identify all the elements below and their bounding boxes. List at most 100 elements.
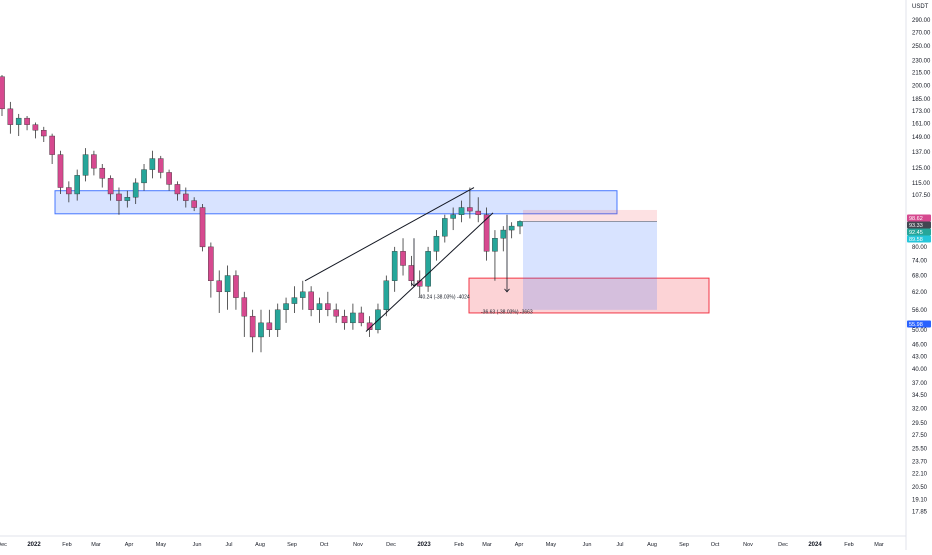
candle-body [233, 275, 239, 298]
candle [442, 214, 448, 243]
candle [517, 220, 523, 235]
candle [333, 303, 339, 323]
candle [57, 150, 64, 194]
x-tick-label: Jun [193, 542, 202, 548]
candle [249, 309, 256, 353]
candle [258, 309, 264, 353]
x-tick-label: Sep [287, 542, 297, 548]
price-badge-label: 98.62 [909, 216, 923, 222]
x-tick-label: Dec [386, 542, 396, 548]
candle-body [174, 184, 181, 195]
candle [266, 309, 273, 337]
y-tick-label: 17.85 [912, 509, 928, 515]
candle [32, 122, 39, 139]
candle [116, 187, 122, 215]
candle-body [157, 158, 164, 173]
candle-body [91, 154, 97, 169]
candle-body [283, 303, 289, 310]
price-axis: USDT 290.00 270.00 250.00 230.00 215.00 200.00… [905, 0, 931, 550]
time-axis: Dec 2022 Feb Mar Apr May Jun Jul Aug Sep Oct Nov Dec… [0, 535, 906, 548]
candle [149, 150, 156, 179]
price-badge-label: 55.98 [909, 322, 923, 328]
candle [383, 275, 390, 317]
candle-body [316, 303, 323, 310]
candle [425, 246, 431, 292]
price-badge: 93.33 [907, 221, 931, 229]
measure-arrowhead [504, 288, 510, 293]
currency-label: USDT [912, 4, 929, 10]
candle [174, 181, 181, 201]
y-tick-label: 107.50 [912, 193, 931, 199]
y-tick-label: 50.00 [912, 328, 928, 334]
y-tick-label: 32.00 [912, 406, 928, 412]
candle [82, 148, 89, 182]
y-tick-label: 62.00 [912, 290, 928, 296]
x-tick-label: Oct [711, 542, 720, 548]
price-badge-label: 92.45 [909, 230, 923, 236]
x-tick-label: Mar [91, 542, 101, 548]
candle-body [24, 117, 30, 125]
candle [475, 197, 482, 223]
candle-body [483, 214, 490, 252]
candle [124, 190, 131, 208]
candle [316, 297, 323, 323]
candle-body [400, 251, 406, 266]
candle [416, 270, 423, 298]
candle-body [15, 117, 22, 125]
y-tick-label: 115.00 [912, 181, 931, 187]
x-tick-label: 2024 [808, 542, 822, 548]
candle-body [408, 265, 415, 281]
x-tick-label: Aug [255, 542, 265, 548]
candle [241, 291, 248, 337]
zone-target [468, 277, 710, 314]
candle [308, 286, 314, 317]
candle [458, 200, 465, 223]
y-tick-label: 29.50 [912, 421, 928, 427]
candle-body [32, 124, 39, 131]
price-badge-bg [907, 214, 931, 222]
candle-body [492, 238, 498, 252]
candle [183, 187, 189, 208]
candle [283, 297, 289, 323]
candle-body [241, 297, 248, 317]
x-tick-label: Feb [62, 542, 71, 548]
candle [508, 222, 515, 239]
candle [224, 265, 231, 310]
y-tick-label: 43.00 [912, 354, 928, 360]
y-tick-label: 68.00 [912, 274, 928, 280]
wedge-line [304, 187, 475, 282]
candle [408, 255, 415, 287]
y-tick-label: 40.00 [912, 367, 928, 373]
candle-body [49, 135, 55, 155]
zone-short-profit [523, 221, 657, 310]
price-badge-label: 93.33 [909, 223, 923, 229]
candle-body [132, 182, 139, 198]
candle [7, 101, 14, 134]
measure-label: -36.63 (-38.03%) -3663 [481, 309, 533, 315]
candle [450, 207, 456, 231]
candle [358, 306, 365, 327]
price-badge: 89.58 [907, 235, 931, 243]
y-tick-label: 22.10 [912, 472, 928, 478]
candle-body [141, 169, 147, 184]
drawings-layer [304, 187, 494, 332]
candle-body [467, 207, 473, 212]
candle-body [341, 315, 348, 324]
candle [391, 246, 398, 292]
x-tick-label: Jun [583, 542, 592, 548]
x-tick-label: Mar [874, 542, 884, 548]
candle [40, 126, 47, 142]
candle-body [249, 315, 256, 338]
candle-body [308, 291, 314, 310]
candle [467, 187, 473, 219]
x-tick-label: Feb [844, 542, 853, 548]
x-tick-label: Dec [778, 542, 788, 548]
y-tick-label: 270.00 [912, 30, 931, 36]
candle [191, 197, 197, 212]
candle [341, 309, 348, 330]
candle [500, 226, 507, 252]
y-tick-label: 125.00 [912, 166, 931, 172]
